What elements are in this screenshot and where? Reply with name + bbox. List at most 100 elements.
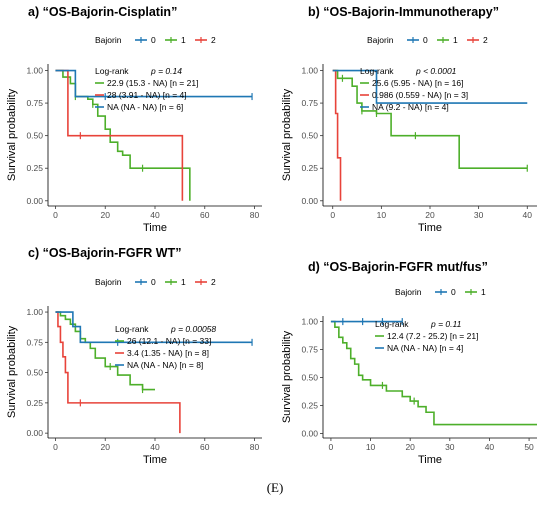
series-summary-label: 3.4 (1.35 - NA) [n = 8] bbox=[127, 348, 209, 358]
plot-area bbox=[323, 316, 537, 438]
legend-label: 0 bbox=[423, 35, 428, 45]
legend-label: 0 bbox=[451, 287, 456, 297]
legend-label: 2 bbox=[483, 35, 488, 45]
series-summary-label: NA (NA - NA) [n = 8] bbox=[127, 360, 203, 370]
y-tick-label: 0.75 bbox=[26, 98, 43, 108]
legend-title: Bajorin bbox=[95, 277, 122, 287]
survival-curve-2 bbox=[55, 69, 184, 201]
logrank-label: Log-rank bbox=[375, 319, 409, 329]
y-tick-label: 0.75 bbox=[301, 345, 318, 355]
x-axis-title: Time bbox=[418, 222, 442, 234]
legend-label: 2 bbox=[211, 35, 216, 45]
survival-curve-1 bbox=[330, 320, 537, 426]
series-summary-label: 26 (12.1 - NA) [n = 33] bbox=[127, 336, 211, 346]
y-axis-title: Survival probability bbox=[281, 88, 293, 181]
survival-curve-1 bbox=[332, 69, 528, 170]
y-tick-label: 0.00 bbox=[301, 429, 318, 439]
logrank-p-value: p = 0.14 bbox=[150, 66, 182, 76]
y-tick-label: 0.25 bbox=[301, 401, 318, 411]
legend-label: 1 bbox=[181, 35, 186, 45]
survival-curve-1 bbox=[55, 69, 191, 201]
x-tick-label: 40 bbox=[485, 442, 495, 452]
logrank-label: Log-rank bbox=[360, 66, 394, 76]
km-plot-b: 0.000.250.500.751.000 10 20 30 40TimeSurviva… bbox=[281, 35, 537, 234]
x-tick-label: 20 bbox=[425, 210, 435, 220]
x-tick-label: 60 bbox=[200, 442, 210, 452]
km-plot-c: 0.000.250.500.751.000 20 40 60 80TimeSurviva… bbox=[6, 277, 262, 466]
series-summary-label: NA (NA - NA) [n = 4] bbox=[387, 343, 463, 353]
figure-label: (E) bbox=[266, 480, 284, 495]
y-tick-label: 1.00 bbox=[26, 307, 43, 317]
y-tick-label: 1.00 bbox=[26, 66, 43, 76]
panel-b-title: b) “OS-Bajorin-Immunotherapy” bbox=[308, 5, 499, 19]
x-tick-label: 20 bbox=[100, 442, 110, 452]
y-tick-label: 0.25 bbox=[26, 163, 43, 173]
x-tick-label: 40 bbox=[150, 210, 160, 220]
x-tick-label: 60 bbox=[200, 210, 210, 220]
y-tick-label: 0.00 bbox=[26, 428, 43, 438]
plot-area bbox=[48, 306, 262, 438]
survival-curve-0 bbox=[55, 311, 253, 344]
legend-label: 0 bbox=[151, 35, 156, 45]
x-tick-label: 0 bbox=[53, 210, 58, 220]
legend-label: 1 bbox=[481, 287, 486, 297]
x-axis-title: Time bbox=[143, 454, 167, 466]
logrank-label: Log-rank bbox=[115, 324, 149, 334]
x-tick-label: 10 bbox=[366, 442, 376, 452]
km-plot-d: 0.000.250.500.751.000 10 20 30 40 50TimeSurvi… bbox=[281, 287, 537, 466]
y-tick-label: 0.50 bbox=[301, 373, 318, 383]
series-summary-label: 0.986 (0.559 - NA) [n = 3] bbox=[372, 90, 468, 100]
survival-curve-2 bbox=[55, 311, 181, 434]
series-summary-label: 22.9 (15.3 - NA) [n = 21] bbox=[107, 78, 198, 88]
y-tick-label: 0.75 bbox=[301, 98, 318, 108]
x-tick-label: 50 bbox=[524, 442, 534, 452]
y-tick-label: 0.00 bbox=[301, 196, 318, 206]
legend-label: 2 bbox=[211, 277, 216, 287]
legend-label: 1 bbox=[453, 35, 458, 45]
logrank-p-value: p = 0.00058 bbox=[170, 324, 216, 334]
x-tick-label: 10 bbox=[377, 210, 387, 220]
y-tick-label: 0.25 bbox=[26, 398, 43, 408]
survival-curve-0 bbox=[332, 69, 528, 104]
x-tick-label: 30 bbox=[474, 210, 484, 220]
x-tick-label: 0 bbox=[329, 442, 334, 452]
panel-a-title: a) “OS-Bajorin-Cisplatin” bbox=[28, 5, 178, 19]
y-tick-label: 1.00 bbox=[301, 317, 318, 327]
y-tick-label: 0.25 bbox=[301, 163, 318, 173]
legend-label: 0 bbox=[151, 277, 156, 287]
logrank-p-value: p = 0.11 bbox=[430, 319, 462, 329]
y-tick-label: 0.50 bbox=[301, 131, 318, 141]
y-tick-label: 0.75 bbox=[26, 337, 43, 347]
x-tick-label: 0 bbox=[53, 442, 58, 452]
series-summary-label: 28 (3.91 - NA) [n = 4] bbox=[107, 90, 187, 100]
y-tick-label: 1.00 bbox=[301, 66, 318, 76]
panel-d-title: d) “OS-Bajorin-FGFR mut/fus” bbox=[308, 260, 488, 274]
series-summary-label: 25.6 (5.95 - NA) [n = 16] bbox=[372, 78, 463, 88]
x-tick-label: 80 bbox=[250, 210, 260, 220]
y-axis-title: Survival probability bbox=[281, 330, 293, 423]
legend-title: Bajorin bbox=[95, 35, 122, 45]
series-summary-label: NA (9.2 - NA) [n = 4] bbox=[372, 102, 449, 112]
series-summary-label: NA (NA - NA) [n = 6] bbox=[107, 102, 183, 112]
logrank-p-value: p < 0.0001 bbox=[415, 66, 457, 76]
x-axis-title: Time bbox=[143, 222, 167, 234]
logrank-label: Log-rank bbox=[95, 66, 129, 76]
x-tick-label: 30 bbox=[445, 442, 455, 452]
x-tick-label: 20 bbox=[405, 442, 415, 452]
x-tick-label: 0 bbox=[330, 210, 335, 220]
panel-c-title: c) “OS-Bajorin-FGFR WT” bbox=[28, 246, 182, 260]
legend-title: Bajorin bbox=[367, 35, 394, 45]
legend-label: 1 bbox=[181, 277, 186, 287]
y-tick-label: 0.00 bbox=[26, 196, 43, 206]
series-summary-label: 12.4 (7.2 - 25.2) [n = 21] bbox=[387, 331, 478, 341]
x-tick-label: 40 bbox=[150, 442, 160, 452]
x-tick-label: 20 bbox=[100, 210, 110, 220]
y-axis-title: Survival probability bbox=[6, 88, 18, 181]
x-axis-title: Time bbox=[418, 454, 442, 466]
y-axis-title: Survival probability bbox=[6, 325, 18, 418]
legend-title: Bajorin bbox=[395, 287, 422, 297]
x-tick-label: 80 bbox=[250, 442, 260, 452]
y-tick-label: 0.50 bbox=[26, 368, 43, 378]
y-tick-label: 0.50 bbox=[26, 131, 43, 141]
